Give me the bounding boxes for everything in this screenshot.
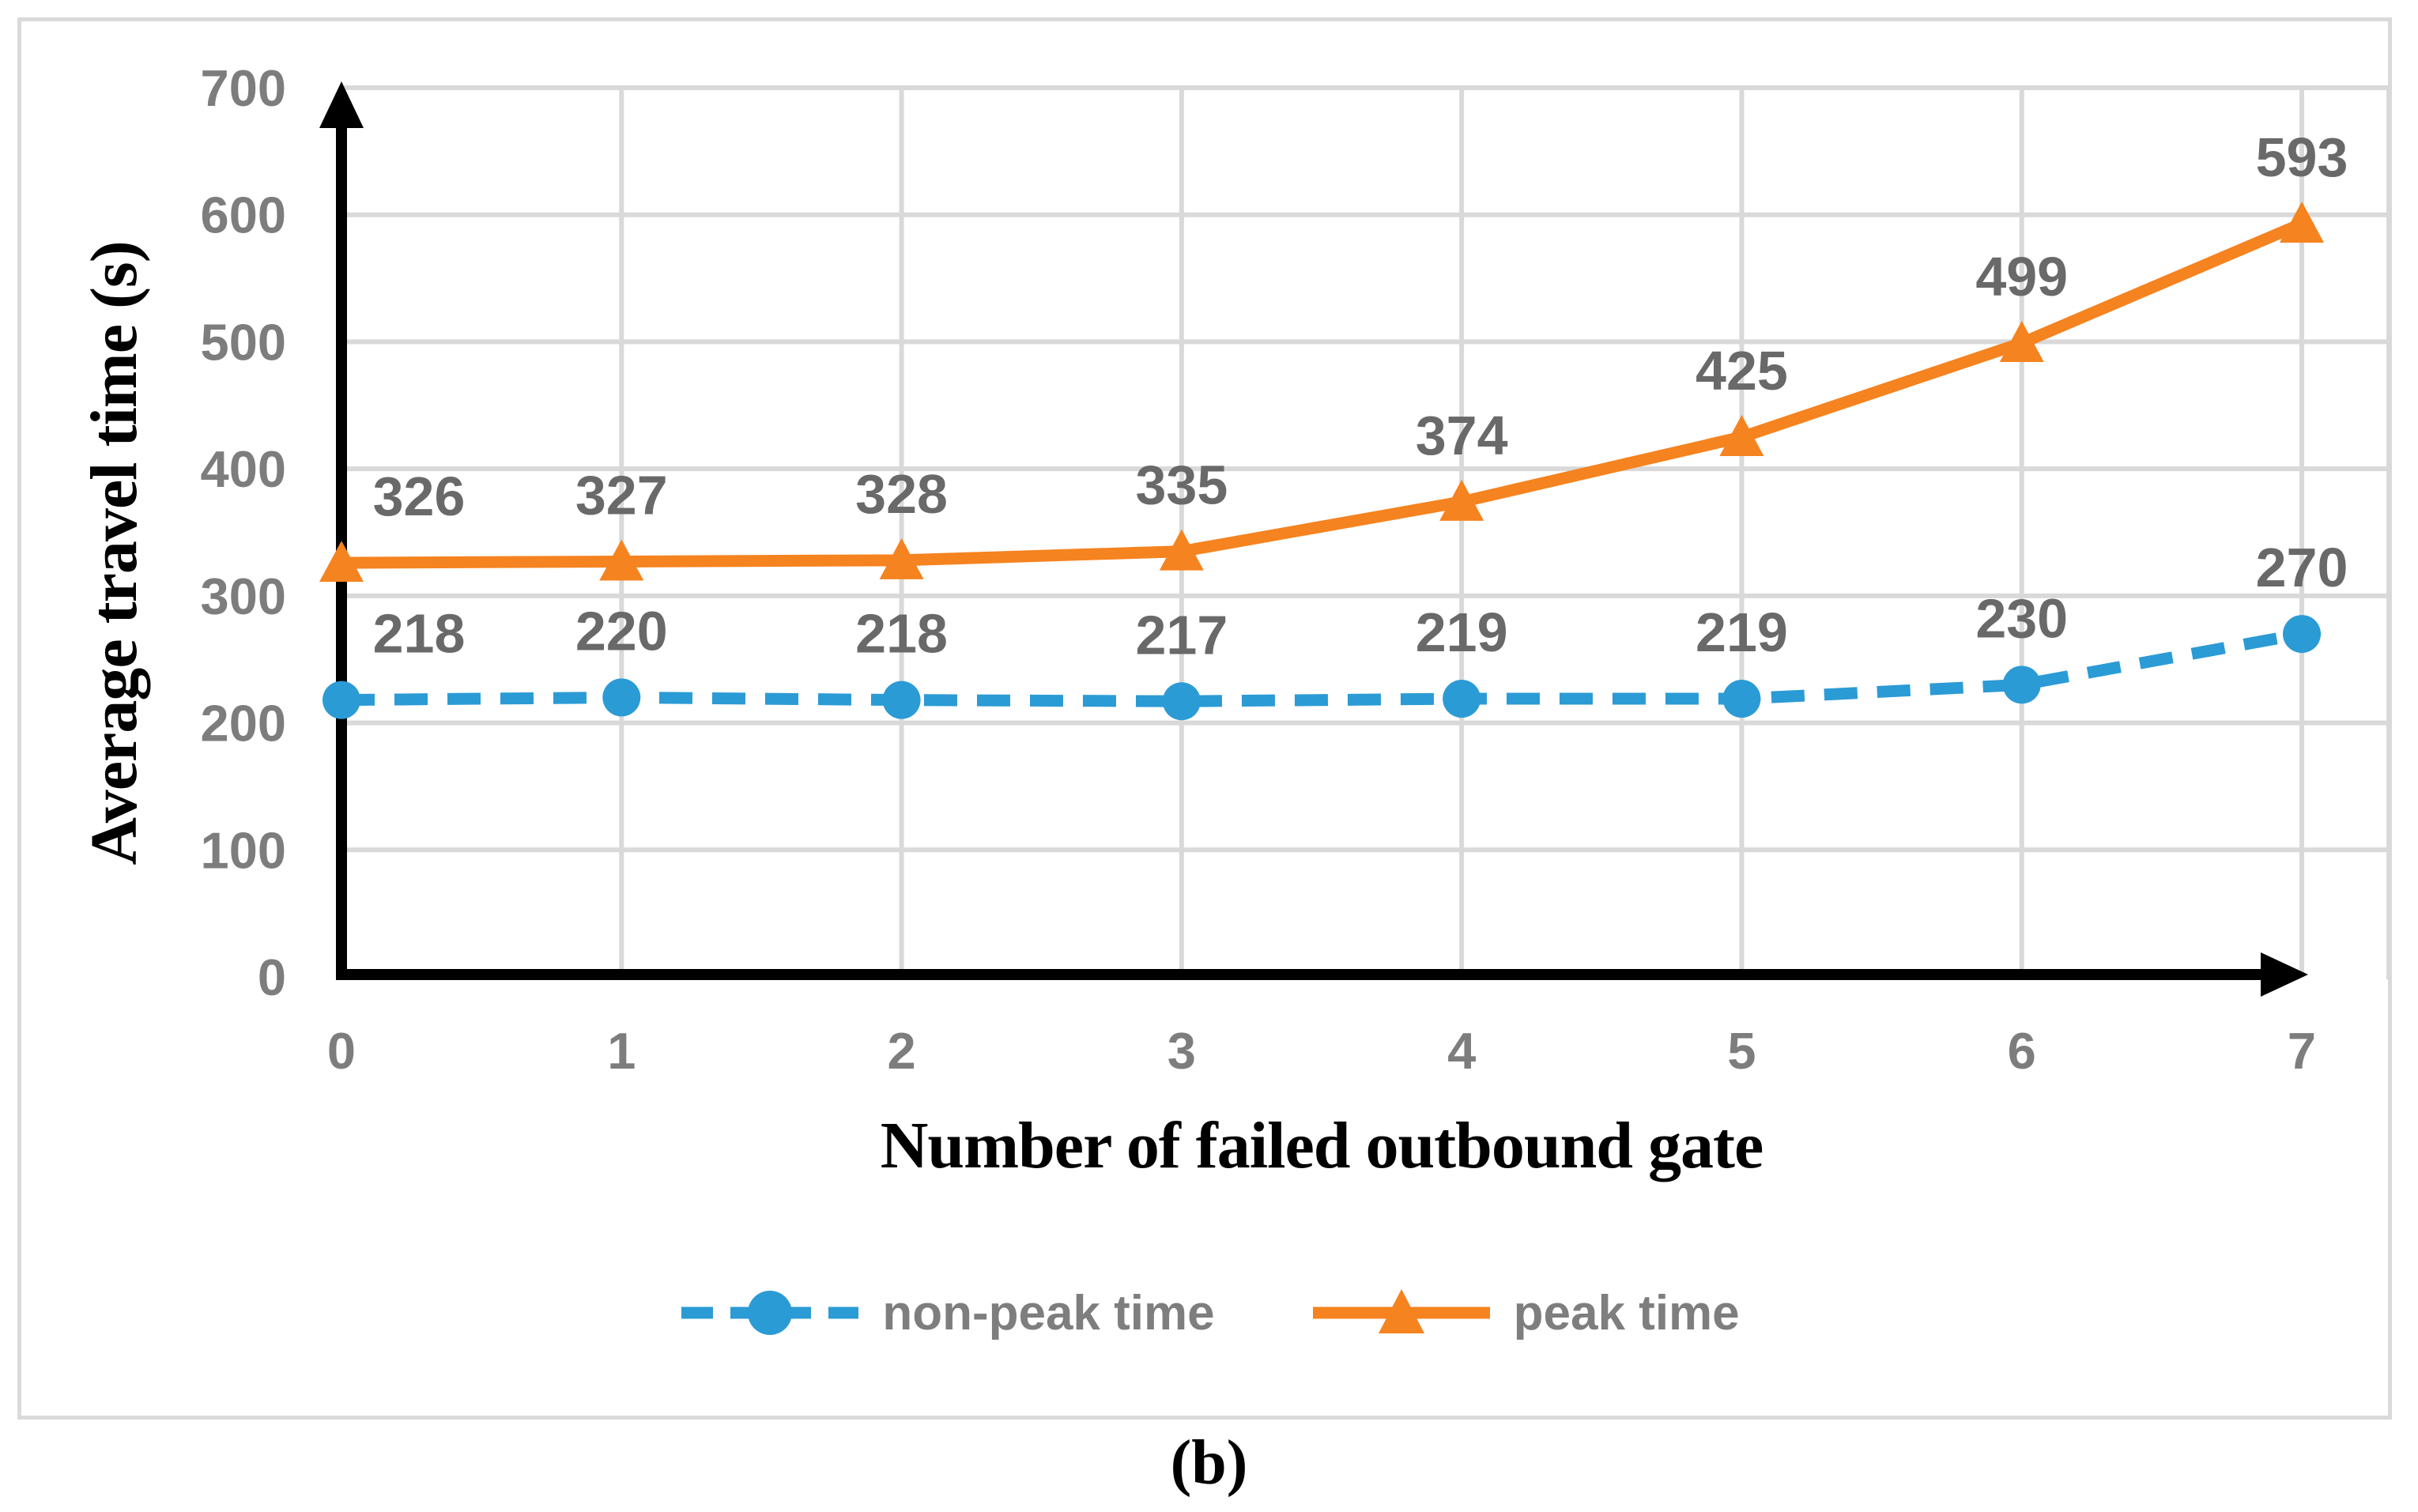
y-tick-label: 100 — [201, 821, 286, 879]
y-tick-label: 500 — [201, 313, 286, 371]
legend-label-peak-time: peak time — [1513, 1285, 1740, 1340]
marker-triangle-peak-time — [1999, 321, 2044, 363]
marker-circle-non-peak-time — [323, 681, 360, 719]
y-tick-label: 200 — [201, 695, 286, 752]
marker-triangle-peak-time — [599, 539, 644, 581]
x-tick-label: 1 — [607, 1022, 636, 1080]
y-axis-arrow-icon — [319, 81, 364, 128]
marker-triangle-peak-time — [2280, 201, 2324, 243]
legend-swatch-dashed-circle-icon — [681, 1291, 859, 1335]
data-label: 425 — [1696, 340, 1788, 402]
x-tick-label: 7 — [2288, 1022, 2316, 1080]
data-label: 218 — [373, 603, 466, 665]
y-tick-label: 600 — [201, 187, 286, 244]
data-label: 327 — [575, 464, 668, 526]
marker-triangle-peak-time — [1719, 414, 1764, 456]
y-tick-label: 700 — [201, 59, 286, 117]
data-label: 218 — [855, 603, 948, 665]
marker-triangle-peak-time — [1439, 479, 1484, 521]
marker-triangle-peak-time — [879, 537, 924, 579]
data-label: 328 — [855, 463, 948, 525]
series-line-peak-time — [341, 218, 2304, 569]
chart-legend: non-peak time peak time — [0, 1254, 2418, 1372]
marker-circle-non-peak-time — [602, 678, 641, 717]
data-label: 593 — [2256, 126, 2348, 188]
x-axis-arrow-icon — [2261, 952, 2308, 997]
legend-item-peak-time: peak time — [1310, 1283, 1740, 1343]
y-axis-title: Average travel time (s) — [77, 241, 151, 865]
marker-circle-non-peak-time — [2283, 615, 2321, 654]
data-label: 335 — [1135, 454, 1228, 516]
legend-swatch-solid-triangle-icon — [1312, 1289, 1490, 1333]
marker-circle-non-peak-time — [1722, 680, 1761, 718]
y-tick-label: 0 — [258, 948, 286, 1006]
marker-circle-non-peak-time — [1443, 680, 1481, 718]
x-tick-label: 6 — [2008, 1022, 2036, 1080]
y-tick-label: 300 — [201, 567, 286, 625]
data-label: 220 — [575, 600, 668, 662]
data-label: 219 — [1696, 601, 1788, 663]
data-label: 326 — [373, 466, 466, 527]
data-label: 270 — [2256, 537, 2348, 598]
data-label: 217 — [1135, 604, 1228, 666]
x-tick-label: 4 — [1447, 1022, 1476, 1080]
series-line-non-peak-time — [341, 628, 2303, 707]
marker-triangle-peak-time — [1159, 529, 1204, 571]
x-axis-title: Number of failed outbound gate — [881, 1109, 1764, 1182]
x-tick-label: 0 — [327, 1022, 356, 1080]
figure-caption: (b) — [1170, 1428, 1248, 1498]
data-label: 219 — [1416, 601, 1508, 663]
x-tick-label: 2 — [887, 1022, 915, 1080]
legend-label-non-peak-time: non-peak time — [882, 1285, 1215, 1340]
figure-border — [17, 17, 2392, 1420]
data-label: 499 — [1975, 246, 2068, 307]
marker-triangle-peak-time — [319, 541, 364, 583]
x-tick-label: 5 — [1727, 1022, 1756, 1080]
marker-circle-non-peak-time — [2002, 666, 2041, 704]
marker-circle-non-peak-time — [1162, 682, 1201, 721]
x-tick-label: 3 — [1168, 1022, 1196, 1080]
data-label: 230 — [1975, 587, 2068, 649]
data-label: 374 — [1416, 405, 1508, 466]
marker-circle-non-peak-time — [882, 681, 921, 719]
y-tick-label: 400 — [201, 440, 286, 498]
legend-item-non-peak-time: non-peak time — [678, 1283, 1215, 1343]
